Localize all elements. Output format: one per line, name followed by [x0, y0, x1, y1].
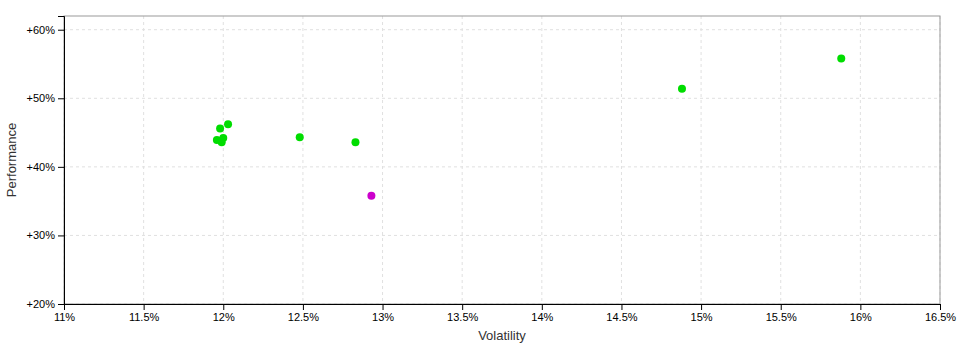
x-tick-mark [223, 304, 224, 310]
x-tick-label: 11% [54, 311, 75, 323]
point [351, 138, 359, 146]
x-tick-label: 16% [850, 311, 872, 323]
grid-line-x [541, 16, 542, 304]
x-tick-mark [144, 304, 145, 310]
x-tick: 12.5% [288, 304, 319, 323]
x-axis-title: Volatility [478, 328, 526, 343]
y-tick-label: +50% [27, 92, 56, 104]
x-tick: 11.5% [129, 304, 160, 323]
grid-line-x [701, 16, 702, 304]
series-points [213, 55, 845, 147]
x-tick-mark [781, 304, 782, 310]
grid-line-x [302, 16, 303, 304]
grid-line-y [64, 166, 940, 167]
x-axis: 11% 11.5% 12% 12.5% 13% 13.5% 14% 14.5% 15% 15.5%… [54, 304, 956, 323]
grid-line-x [223, 16, 224, 304]
x-tick-mark [303, 304, 304, 310]
point [224, 120, 232, 128]
point [678, 85, 686, 93]
grid-line-x [780, 16, 781, 304]
y-tick: +40% [27, 161, 64, 173]
x-tick: 14.5% [606, 304, 637, 323]
x-tick-mark [621, 304, 622, 310]
grid-line-x [621, 16, 622, 304]
x-tick-label: 13.5% [447, 311, 478, 323]
point [216, 124, 224, 132]
x-tick-mark [860, 304, 861, 310]
y-tick: +20% [27, 298, 64, 310]
x-tick: 13.5% [447, 304, 478, 323]
y-tick-label: +20% [27, 298, 56, 310]
y-tick: +30% [27, 229, 64, 241]
point [837, 55, 845, 63]
y-tick-label: +60% [27, 24, 56, 36]
point [218, 138, 226, 146]
grid-line-x [382, 16, 383, 304]
y-tick-label: +40% [27, 161, 56, 173]
y-axis: +20% +30% +40% +50% +60% [27, 17, 65, 311]
x-tick: 13% [372, 304, 394, 323]
x-axis-line [65, 305, 941, 311]
y-tick-mark [58, 304, 64, 305]
y-tick-mark [58, 30, 64, 31]
plot-frame [64, 16, 940, 304]
x-tick: 14% [531, 304, 553, 323]
x-tick: 15.5% [766, 304, 797, 323]
x-tick-label: 13% [372, 311, 394, 323]
y-axis-title: Performance [4, 123, 19, 197]
x-tick-mark [701, 304, 702, 310]
x-tick-label: 11.5% [129, 311, 160, 323]
y-tick-mark [58, 167, 64, 168]
point [367, 192, 375, 200]
grid [64, 16, 940, 304]
y-tick: +50% [27, 92, 64, 104]
y-tick-mark [58, 235, 64, 236]
grid-line-y [64, 29, 940, 30]
grid-line-y [64, 235, 940, 236]
chart-svg: 11% 11.5% 12% 12.5% 13% 13.5% 14% 14.5% 15% 15.5%… [0, 0, 966, 350]
x-tick-label: 12.5% [288, 311, 319, 323]
x-tick-label: 14% [531, 311, 553, 323]
point [296, 133, 304, 141]
grid-line-y [64, 98, 940, 99]
y-tick-label: +30% [27, 229, 56, 241]
y-tick-mark [58, 98, 64, 99]
x-tick-label: 15% [691, 311, 713, 323]
x-tick-mark [383, 304, 384, 310]
chart-container: 11% 11.5% 12% 12.5% 13% 13.5% 14% 14.5% 15% 15.5%… [0, 0, 966, 350]
x-tick-label: 15.5% [766, 311, 797, 323]
plot-area [213, 55, 845, 200]
x-tick-mark [542, 304, 543, 310]
x-tick-mark [462, 304, 463, 310]
grid-line-x [143, 16, 144, 304]
y-axis-line [58, 17, 65, 305]
x-tick: 16% [850, 304, 872, 323]
x-tick-mark [940, 304, 941, 310]
grid-line-x [462, 16, 463, 304]
x-tick: 11% [54, 304, 75, 323]
series-points [367, 192, 375, 200]
x-tick-label: 14.5% [606, 311, 637, 323]
x-tick: 15% [691, 304, 713, 323]
x-tick: 12% [213, 304, 235, 323]
x-tick-label: 12% [213, 311, 235, 323]
x-tick: 16.5% [925, 304, 956, 323]
grid-line-x [860, 16, 861, 304]
y-tick: +60% [27, 24, 64, 36]
x-tick-label: 16.5% [925, 311, 956, 323]
